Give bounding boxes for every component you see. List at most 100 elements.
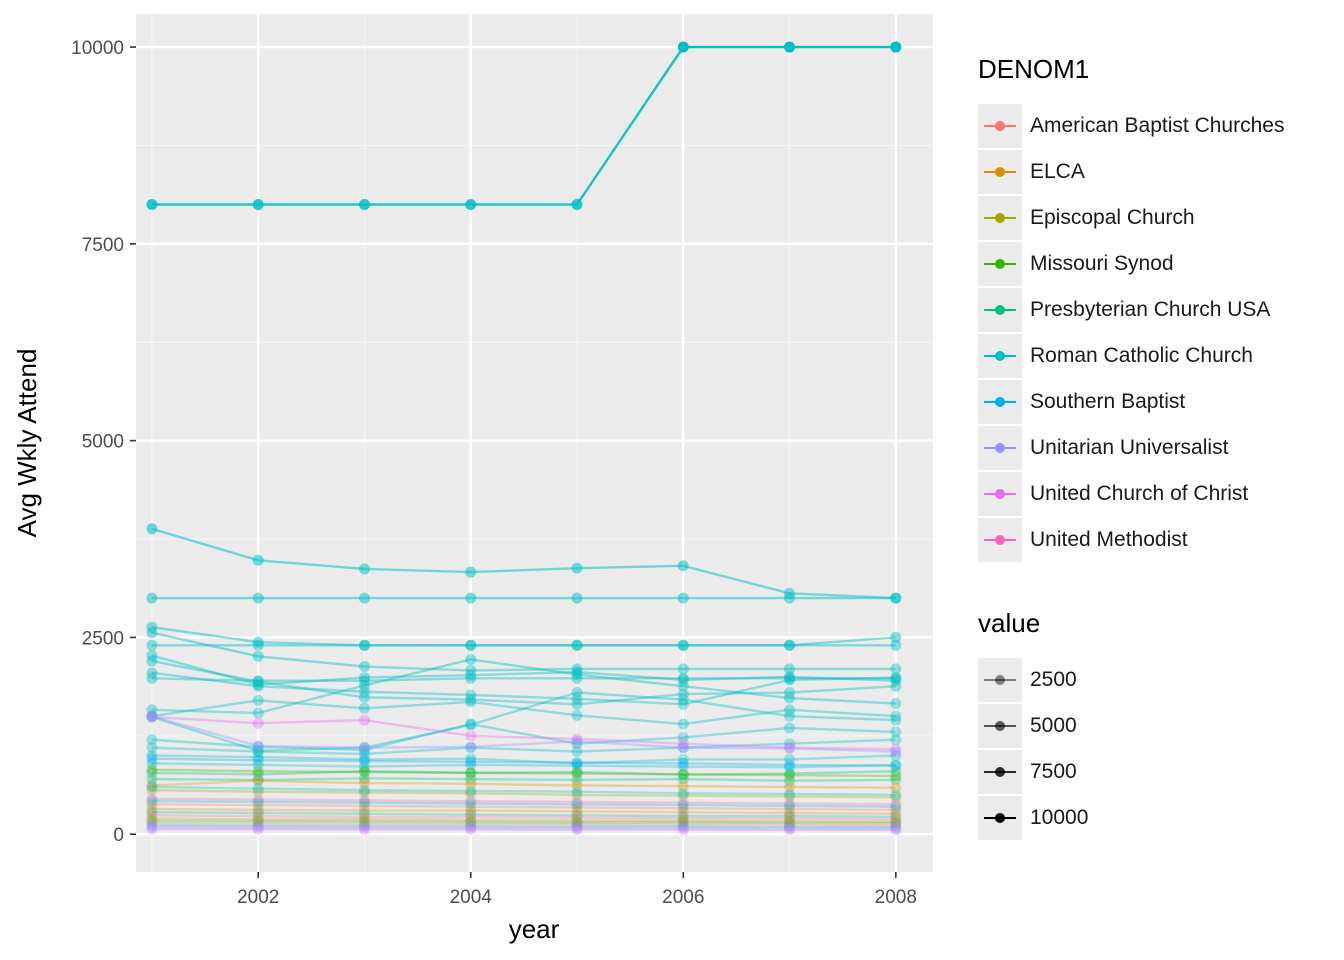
series-segment (789, 714, 896, 722)
data-point (890, 816, 902, 828)
data-point (358, 675, 370, 687)
data-point (465, 816, 477, 828)
series-5 (146, 627, 902, 676)
data-point (571, 709, 583, 721)
data-point (784, 639, 796, 651)
data-point (677, 822, 689, 834)
data-point (358, 805, 370, 817)
data-point (465, 798, 477, 810)
data-point (252, 823, 264, 835)
data-point (784, 824, 796, 836)
legend-item-missouri-synod: Missouri Synod (978, 241, 1284, 287)
data-point (252, 740, 264, 752)
series-4 (146, 639, 902, 651)
data-point (465, 778, 477, 790)
data-point (146, 757, 158, 769)
legend-key (978, 518, 1022, 562)
data-point (784, 812, 796, 824)
series-segment (364, 812, 471, 816)
data-point (890, 782, 902, 794)
data-point (677, 768, 689, 780)
series-segment (151, 777, 259, 782)
data-point (358, 672, 370, 684)
legend-key-dot (995, 535, 1005, 545)
series-segment (258, 798, 365, 802)
series-segment (258, 750, 365, 756)
series-segment (364, 665, 471, 672)
series-segment (576, 737, 684, 745)
data-point (465, 566, 477, 578)
data-point (677, 768, 689, 780)
data-point (784, 803, 796, 815)
series-segment (683, 777, 790, 782)
data-point (146, 753, 158, 765)
data-point (571, 562, 583, 574)
alpha-legend-title: value (978, 608, 1041, 638)
data-point (784, 775, 796, 787)
alpha-legend-item: 7500 (978, 749, 1088, 795)
data-point (358, 784, 370, 796)
series-segment (258, 800, 365, 804)
series-segment (576, 740, 684, 749)
series-segment (683, 801, 790, 805)
data-point (252, 676, 264, 688)
data-point (358, 800, 370, 812)
legend-key (978, 796, 1022, 840)
data-point (465, 820, 477, 832)
data-point (252, 822, 264, 834)
legend-key-dot (995, 121, 1005, 131)
series-segment (258, 770, 365, 774)
series-segment (258, 803, 365, 808)
x-tick-label: 2008 (875, 887, 917, 908)
series-segment (470, 789, 578, 793)
data-point (677, 688, 689, 700)
data-point (252, 650, 264, 662)
data-point (146, 627, 158, 639)
legend-key-dot (995, 213, 1005, 223)
series-segment (789, 754, 896, 761)
series-11 (146, 694, 902, 730)
data-point (890, 746, 902, 758)
series-segment (364, 723, 471, 749)
data-point (465, 795, 477, 807)
data-point (677, 753, 689, 765)
series-segment (151, 626, 259, 644)
data-point (465, 759, 477, 771)
data-point (146, 823, 158, 835)
series-segment (470, 799, 578, 804)
data-point (358, 820, 370, 832)
data-point (146, 781, 158, 793)
data-point (146, 784, 158, 796)
series-0 (146, 41, 902, 210)
legend-item-american-baptist-churches: American Baptist Churches (978, 103, 1284, 149)
data-point (890, 672, 902, 684)
data-point (571, 805, 583, 817)
series-segment (789, 773, 896, 778)
series-segment (151, 762, 259, 767)
data-point (890, 631, 902, 643)
legend-label: American Baptist Churches (1030, 114, 1285, 137)
y-tick-label: 7500 (82, 235, 124, 256)
series-segment (576, 691, 684, 701)
series-segment (364, 658, 472, 687)
series-segment (683, 773, 790, 777)
series-segment (258, 640, 365, 647)
series-16 (146, 757, 902, 773)
data-point (146, 711, 158, 723)
series-segment (470, 813, 578, 817)
data-point (465, 669, 477, 681)
legend-key-dot (995, 767, 1005, 777)
series-segment (576, 810, 684, 814)
series-segment (364, 818, 471, 822)
data-point (465, 809, 477, 821)
data-point (571, 592, 583, 604)
data-point (677, 639, 689, 651)
series-segment (470, 698, 578, 706)
legend-key-dot (995, 813, 1005, 823)
legend-key (978, 704, 1022, 748)
series-segment (789, 685, 896, 694)
data-point (677, 824, 689, 836)
data-point (465, 785, 477, 797)
series-segment (576, 770, 684, 776)
y-tick-label: 10000 (71, 38, 124, 59)
